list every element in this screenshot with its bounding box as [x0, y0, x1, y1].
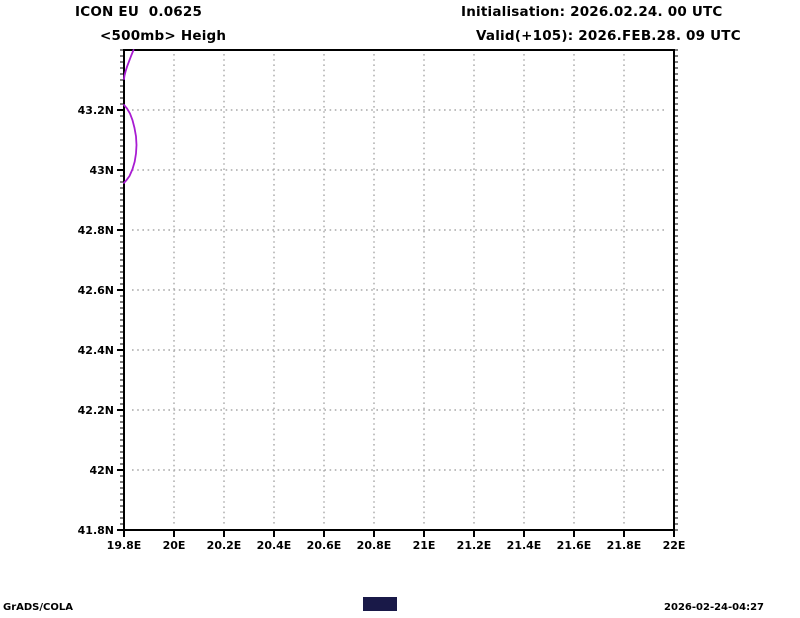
- x-tick-label: 21E: [413, 539, 436, 552]
- x-tick-label: 19.8E: [107, 539, 142, 552]
- x-tick-label: 21.4E: [507, 539, 542, 552]
- x-tick-label: 21.6E: [557, 539, 592, 552]
- y-tick-label: 43.2N: [78, 104, 114, 117]
- x-tick-label: 20.4E: [257, 539, 292, 552]
- field-title: <500mb> Heigh: [100, 28, 227, 44]
- height-contour-segment-1: [123, 49, 135, 80]
- y-tick-label: 42.4N: [78, 344, 114, 357]
- x-tick-label: 21.2E: [457, 539, 492, 552]
- x-tick-label: 20E: [163, 539, 186, 552]
- y-tick-label: 42.8N: [78, 224, 114, 237]
- y-tick-label: 43N: [89, 164, 114, 177]
- plot-frame: [123, 49, 675, 531]
- x-tick-label: 20.8E: [357, 539, 392, 552]
- bottom-center-marker: [363, 597, 397, 611]
- x-tick-label: 20.2E: [207, 539, 242, 552]
- valid-time: Valid(+105): 2026.FEB.28. 09 UTC: [476, 28, 741, 44]
- height-contour-segment-2: [123, 104, 138, 184]
- initialisation-time: Initialisation: 2026.02.24. 00 UTC: [461, 4, 723, 20]
- model-title: ICON EU 0.0625: [75, 4, 203, 20]
- y-tick-label: 42.2N: [78, 404, 114, 417]
- x-tick-label: 21.8E: [607, 539, 642, 552]
- y-tick-label: 42N: [89, 464, 114, 477]
- x-tick-label: 22E: [663, 539, 686, 552]
- creation-timestamp: 2026-02-24-04:27: [664, 602, 764, 613]
- y-tick-label: 41.8N: [78, 524, 114, 537]
- x-tick-label: 20.6E: [307, 539, 342, 552]
- y-tick-label: 42.6N: [78, 284, 114, 297]
- grads-brand: GrADS/COLA: [3, 602, 73, 613]
